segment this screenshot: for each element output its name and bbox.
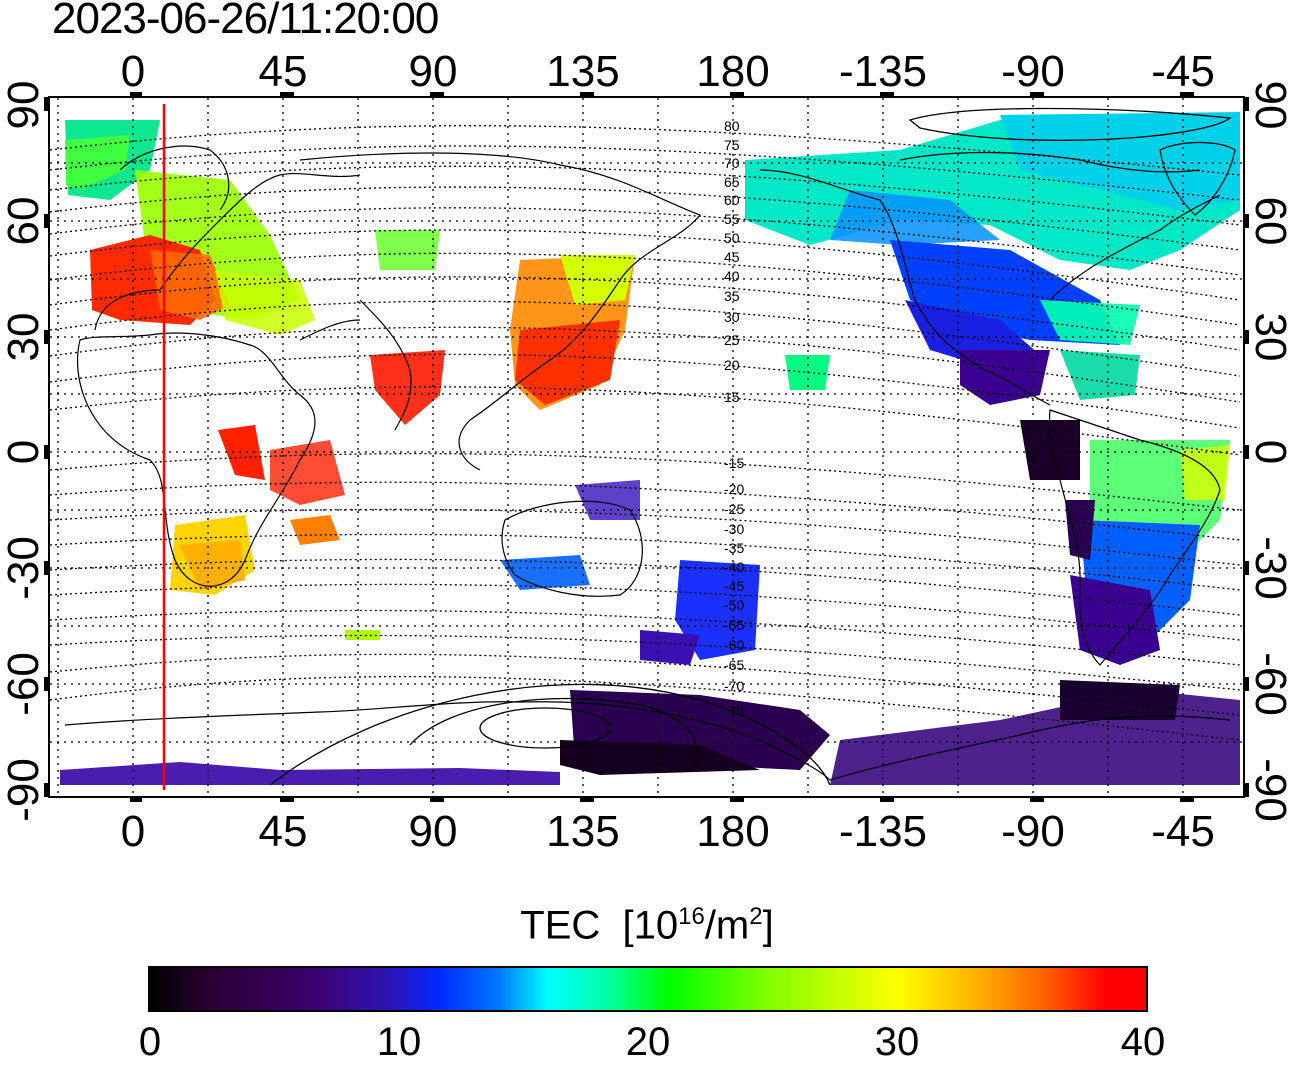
mlat-label: -60	[724, 637, 744, 653]
mlat-label: -20	[724, 481, 744, 497]
mlat-label: 20	[724, 357, 740, 373]
right-lat-label: 30	[1246, 313, 1294, 362]
mlat-label: 75	[724, 137, 740, 153]
mlat-label: -35	[724, 540, 744, 556]
frame-tick-bars	[44, 92, 1249, 802]
mlat-label: 80	[724, 118, 740, 134]
magnetic-latitude-contours	[49, 125, 1241, 741]
mlat-label: -75	[724, 703, 744, 719]
timestamp-title: 2023-06-26/11:20:00	[52, 0, 439, 43]
bottom-lon-labels: 0 45 90 135 180 -135 -90 -45	[121, 807, 1215, 856]
colorbar-tick-label: 30	[874, 1020, 920, 1064]
colorbar-unit-base: [10	[622, 903, 679, 948]
right-lat-label: -90	[1246, 758, 1294, 822]
right-lat-label: 60	[1246, 197, 1294, 246]
right-lat-labels: 90 60 30 0 -30 -60 -90	[1246, 81, 1294, 822]
colorbar-tick-label: 20	[625, 1020, 671, 1064]
mlat-label: 30	[724, 309, 740, 325]
right-lat-label: 90	[1246, 81, 1294, 130]
colorbar-tick-label: 10	[376, 1020, 422, 1064]
mlat-label: 55	[724, 211, 740, 227]
bottom-lon-label: 45	[259, 807, 308, 856]
tec-colorbar	[148, 966, 1148, 1012]
left-lat-labels: 90 60 30 0 -30 -60 -90	[0, 81, 48, 822]
mlat-label: 45	[724, 249, 740, 265]
top-lon-label: 45	[259, 47, 308, 96]
mlat-label: -70	[724, 678, 744, 694]
bottom-lon-label: 0	[121, 807, 145, 856]
left-lat-label: -60	[0, 652, 48, 716]
right-lat-label: -60	[1246, 652, 1294, 716]
bottom-lon-label: -45	[1151, 807, 1215, 856]
top-lon-label: 180	[696, 47, 769, 96]
colorbar-title-text: TEC	[520, 903, 601, 948]
mlat-label: -25	[724, 501, 744, 517]
colorbar-tick-label: 40	[1120, 1020, 1166, 1064]
pole-contours	[269, 107, 1232, 786]
bottom-lon-label: 180	[696, 807, 769, 856]
tec-map: 0 45 90 135 180 -135 -90 -45 0 45 90 135…	[0, 47, 1294, 856]
bottom-lon-label: 90	[409, 807, 458, 856]
colorbar-tick-label: 0	[138, 1020, 162, 1064]
mlat-label: 25	[724, 332, 740, 348]
mlat-label: 60	[724, 192, 740, 208]
mlat-label: -55	[724, 617, 744, 633]
left-lat-label: 90	[0, 81, 48, 130]
colorbar-unit-end: ]	[762, 903, 774, 948]
mlat-label: -50	[724, 597, 744, 613]
left-lat-label: -90	[0, 758, 48, 822]
magnetic-latitude-labels: 80 75 70 65 60 55 50 45 40 35 30 25 20 1…	[724, 118, 744, 719]
tec-data-patches	[60, 112, 1240, 785]
top-lon-label: 135	[546, 47, 619, 96]
mlat-label: -40	[724, 559, 744, 575]
mlat-label: 15	[724, 389, 740, 405]
top-lon-label: -45	[1151, 47, 1215, 96]
mlat-label: -45	[724, 578, 744, 594]
mlat-label: 35	[724, 288, 740, 304]
lat-lon-grid	[50, 98, 1243, 796]
top-lon-label: 0	[121, 47, 145, 96]
top-lon-label: -135	[839, 47, 927, 96]
top-lon-label: 90	[409, 47, 458, 96]
mlat-label: -30	[724, 521, 744, 537]
colorbar-unit-mid: /m	[704, 903, 750, 948]
right-lat-label: -30	[1246, 536, 1294, 600]
bottom-lon-label: -90	[1001, 807, 1065, 856]
top-lon-labels: 0 45 90 135 180 -135 -90 -45	[121, 47, 1215, 96]
mlat-label: 50	[724, 230, 740, 246]
left-lat-label: 60	[0, 197, 48, 246]
coastlines	[64, 141, 1236, 781]
left-lat-label: 0	[0, 440, 48, 464]
mlat-label: -15	[724, 455, 744, 471]
colorbar-unit-exponent: 16	[678, 903, 705, 930]
left-lat-label: 30	[0, 313, 48, 362]
colorbar-title: TEC [1016/m2]	[0, 903, 1294, 948]
bottom-lon-label: -135	[839, 807, 927, 856]
top-lon-label: -90	[1001, 47, 1065, 96]
colorbar-unit-exponent-2: 2	[749, 903, 763, 930]
right-lat-label: 0	[1246, 440, 1294, 464]
mlat-label: 65	[724, 174, 740, 190]
mlat-label: 40	[724, 268, 740, 284]
mlat-label: -65	[724, 657, 744, 673]
mlat-label: 70	[724, 155, 740, 171]
bottom-lon-label: 135	[546, 807, 619, 856]
left-lat-label: -30	[0, 536, 48, 600]
